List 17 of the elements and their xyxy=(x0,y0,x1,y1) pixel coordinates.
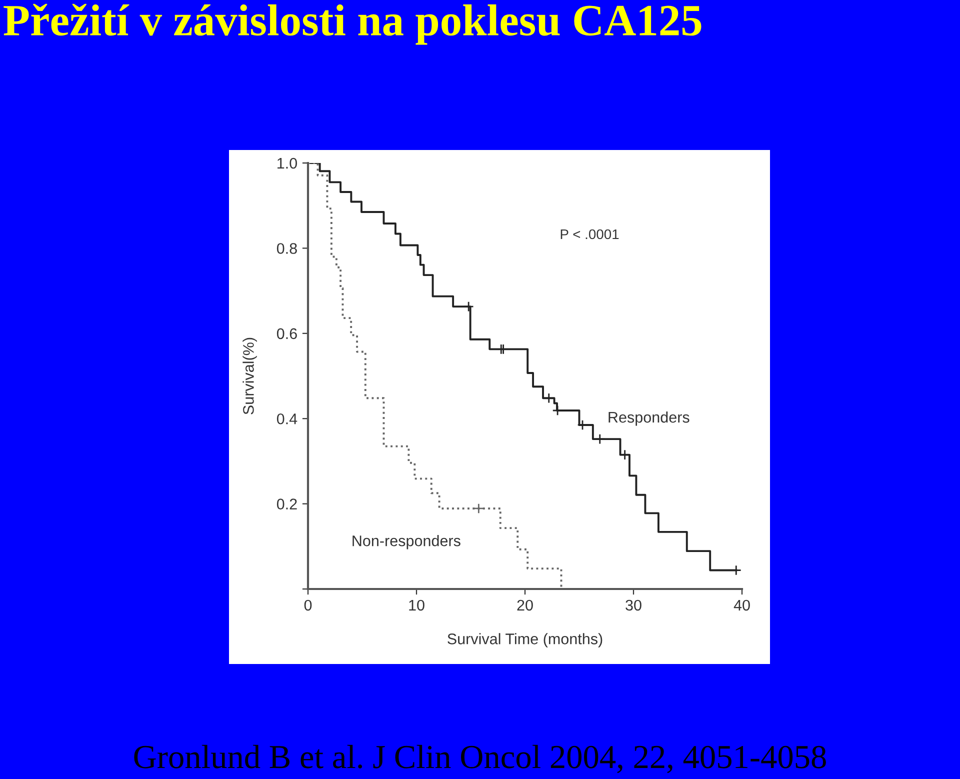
chart-title: Přežití v závislosti na poklesu CA125 xyxy=(4,4,702,45)
y-tick-label: 0.8 xyxy=(276,243,297,254)
x-tick-label: 40 xyxy=(734,600,750,611)
y-tick-label: 0.2 xyxy=(276,498,297,510)
x-tick-label: 30 xyxy=(626,600,642,611)
x-tick-label: 20 xyxy=(517,600,533,611)
y-tick-label: 0.6 xyxy=(276,328,297,340)
x-tick-label: 0 xyxy=(304,600,312,611)
text: Gronlund B et al. J Clin Oncol 2004, 22, 4051-4058 xyxy=(134,744,826,774)
y-axis-title: Survival(%) xyxy=(242,338,257,414)
series-label: Non-responders xyxy=(352,535,460,550)
y-tick-label: 1.0 xyxy=(278,158,297,169)
x-tick-label: 10 xyxy=(409,600,424,611)
x-axis-title: Survival Time (months) xyxy=(448,633,602,648)
y-tick-label: 0.4 xyxy=(276,413,298,424)
series-label: Responders xyxy=(608,411,690,426)
annotation: P < .0001 xyxy=(560,229,619,240)
